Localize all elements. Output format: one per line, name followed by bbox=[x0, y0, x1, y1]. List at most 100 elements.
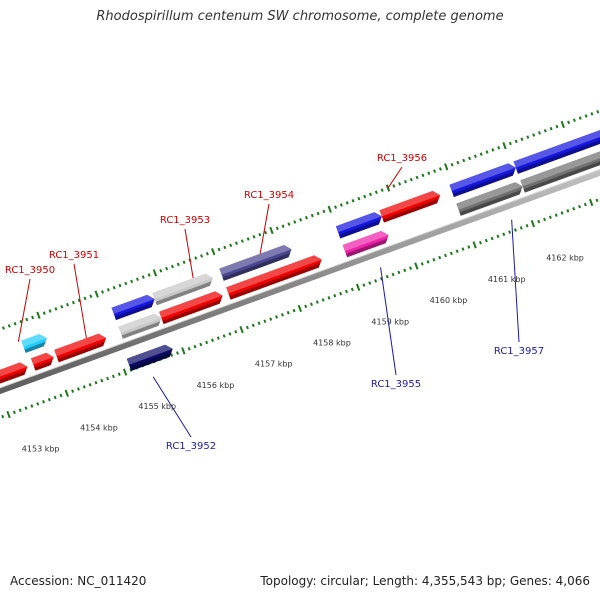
tick-top bbox=[152, 269, 158, 277]
tick-top bbox=[380, 188, 384, 192]
tick-top bbox=[334, 205, 338, 209]
tick-bottom bbox=[484, 238, 488, 243]
tick-bottom bbox=[12, 410, 16, 415]
tick-top bbox=[584, 114, 588, 118]
gene-arrow-shadow bbox=[130, 352, 172, 371]
tick-top bbox=[124, 281, 128, 286]
tick-bottom bbox=[245, 325, 249, 330]
tick-top bbox=[497, 146, 501, 150]
kbp-label: 4154 kbp bbox=[80, 423, 118, 432]
gene-track bbox=[0, 130, 600, 384]
tick-bottom bbox=[71, 389, 75, 393]
tick-bottom bbox=[53, 395, 57, 400]
gene-RC1_3951 bbox=[54, 333, 107, 363]
leader-line bbox=[152, 376, 192, 438]
tick-bottom bbox=[432, 257, 436, 262]
tick-top bbox=[491, 148, 495, 152]
tick-top bbox=[438, 167, 442, 171]
tick-top bbox=[194, 256, 198, 260]
tick-top bbox=[106, 288, 110, 292]
gene-l bbox=[335, 212, 382, 239]
gene-arrow-highlight bbox=[111, 294, 155, 314]
tick-bottom bbox=[280, 313, 284, 317]
gene-f bbox=[111, 294, 155, 320]
tick-bottom bbox=[409, 266, 413, 270]
gene-arrow-highlight bbox=[0, 362, 28, 377]
kbp-label: 4153 kbp bbox=[22, 445, 60, 454]
tick-bottom bbox=[339, 291, 343, 296]
tick-bottom bbox=[444, 253, 447, 258]
tick-top bbox=[392, 184, 396, 188]
gene-arrow-shadow bbox=[345, 238, 388, 258]
tick-top bbox=[502, 142, 507, 150]
tick-bottom bbox=[333, 293, 337, 298]
gene-o bbox=[449, 163, 516, 197]
gene-arrow-highlight bbox=[335, 212, 382, 233]
gene-arrow-shadow bbox=[34, 360, 53, 371]
tick-bottom bbox=[414, 262, 419, 270]
tick-bottom bbox=[170, 353, 174, 357]
tick-bottom bbox=[30, 404, 34, 408]
gene-label-RC1_3951: RC1_3951 bbox=[49, 250, 99, 261]
tick-top bbox=[217, 247, 221, 252]
tick-bottom bbox=[554, 213, 558, 217]
tick-bottom bbox=[106, 376, 110, 381]
tick-bottom bbox=[297, 304, 302, 313]
tick-top bbox=[485, 150, 489, 154]
tick-top bbox=[327, 205, 332, 213]
kbp-label: 4157 kbp bbox=[255, 360, 293, 369]
gene-arrow-shadow bbox=[523, 161, 600, 193]
tick-bottom bbox=[490, 236, 494, 241]
tick-top bbox=[211, 248, 216, 256]
gene-RC1_3954 bbox=[219, 245, 292, 281]
tick-bottom bbox=[379, 277, 383, 281]
tick-bottom bbox=[286, 310, 290, 315]
gene-RC1_3950 bbox=[21, 334, 47, 353]
tick-top bbox=[275, 226, 279, 231]
tick-top bbox=[473, 154, 477, 159]
tick-top bbox=[13, 322, 17, 326]
tick-top bbox=[258, 232, 262, 237]
tick-line-bottom bbox=[1, 198, 599, 419]
tick-bottom bbox=[385, 274, 389, 279]
gene-arrow-highlight bbox=[513, 130, 600, 168]
gene-j bbox=[226, 255, 322, 300]
tick-top bbox=[170, 264, 174, 269]
tick-bottom bbox=[36, 402, 40, 406]
gene-arrow-highlight bbox=[520, 151, 600, 187]
kbp-label: 4158 kbp bbox=[313, 339, 351, 348]
tick-top bbox=[351, 199, 355, 203]
tick-top bbox=[427, 171, 431, 175]
tick-top bbox=[269, 226, 274, 235]
tick-bottom bbox=[77, 387, 80, 391]
tick-top bbox=[462, 158, 466, 163]
tick-top bbox=[357, 196, 361, 201]
leader-line bbox=[259, 203, 270, 254]
tick-bottom bbox=[426, 260, 430, 264]
tick-top bbox=[450, 162, 454, 167]
gene-a bbox=[0, 362, 28, 384]
tick-top bbox=[136, 277, 139, 281]
tick-bottom bbox=[82, 385, 86, 389]
tick-bottom bbox=[88, 383, 92, 387]
tick-bottom bbox=[263, 319, 267, 323]
tick-bottom bbox=[502, 232, 506, 236]
gene-arrow-highlight bbox=[21, 334, 47, 347]
accession-text: Accession: NC_011420 bbox=[10, 574, 147, 588]
tick-bottom bbox=[205, 340, 209, 345]
tick-bottom bbox=[193, 344, 197, 349]
gene-label-RC1_3957: RC1_3957 bbox=[494, 346, 544, 357]
gene-arrow-highlight bbox=[54, 333, 107, 356]
tick-bottom bbox=[566, 209, 570, 213]
leader-line bbox=[184, 228, 194, 279]
tick-bottom bbox=[583, 202, 587, 207]
gene-arrow-shadow bbox=[162, 299, 222, 324]
tick-bottom bbox=[525, 224, 529, 228]
tick-top bbox=[36, 311, 41, 319]
tick-bottom bbox=[187, 347, 191, 351]
tick-bottom bbox=[327, 296, 331, 300]
tick-bottom bbox=[513, 228, 517, 232]
tick-top bbox=[404, 179, 407, 184]
